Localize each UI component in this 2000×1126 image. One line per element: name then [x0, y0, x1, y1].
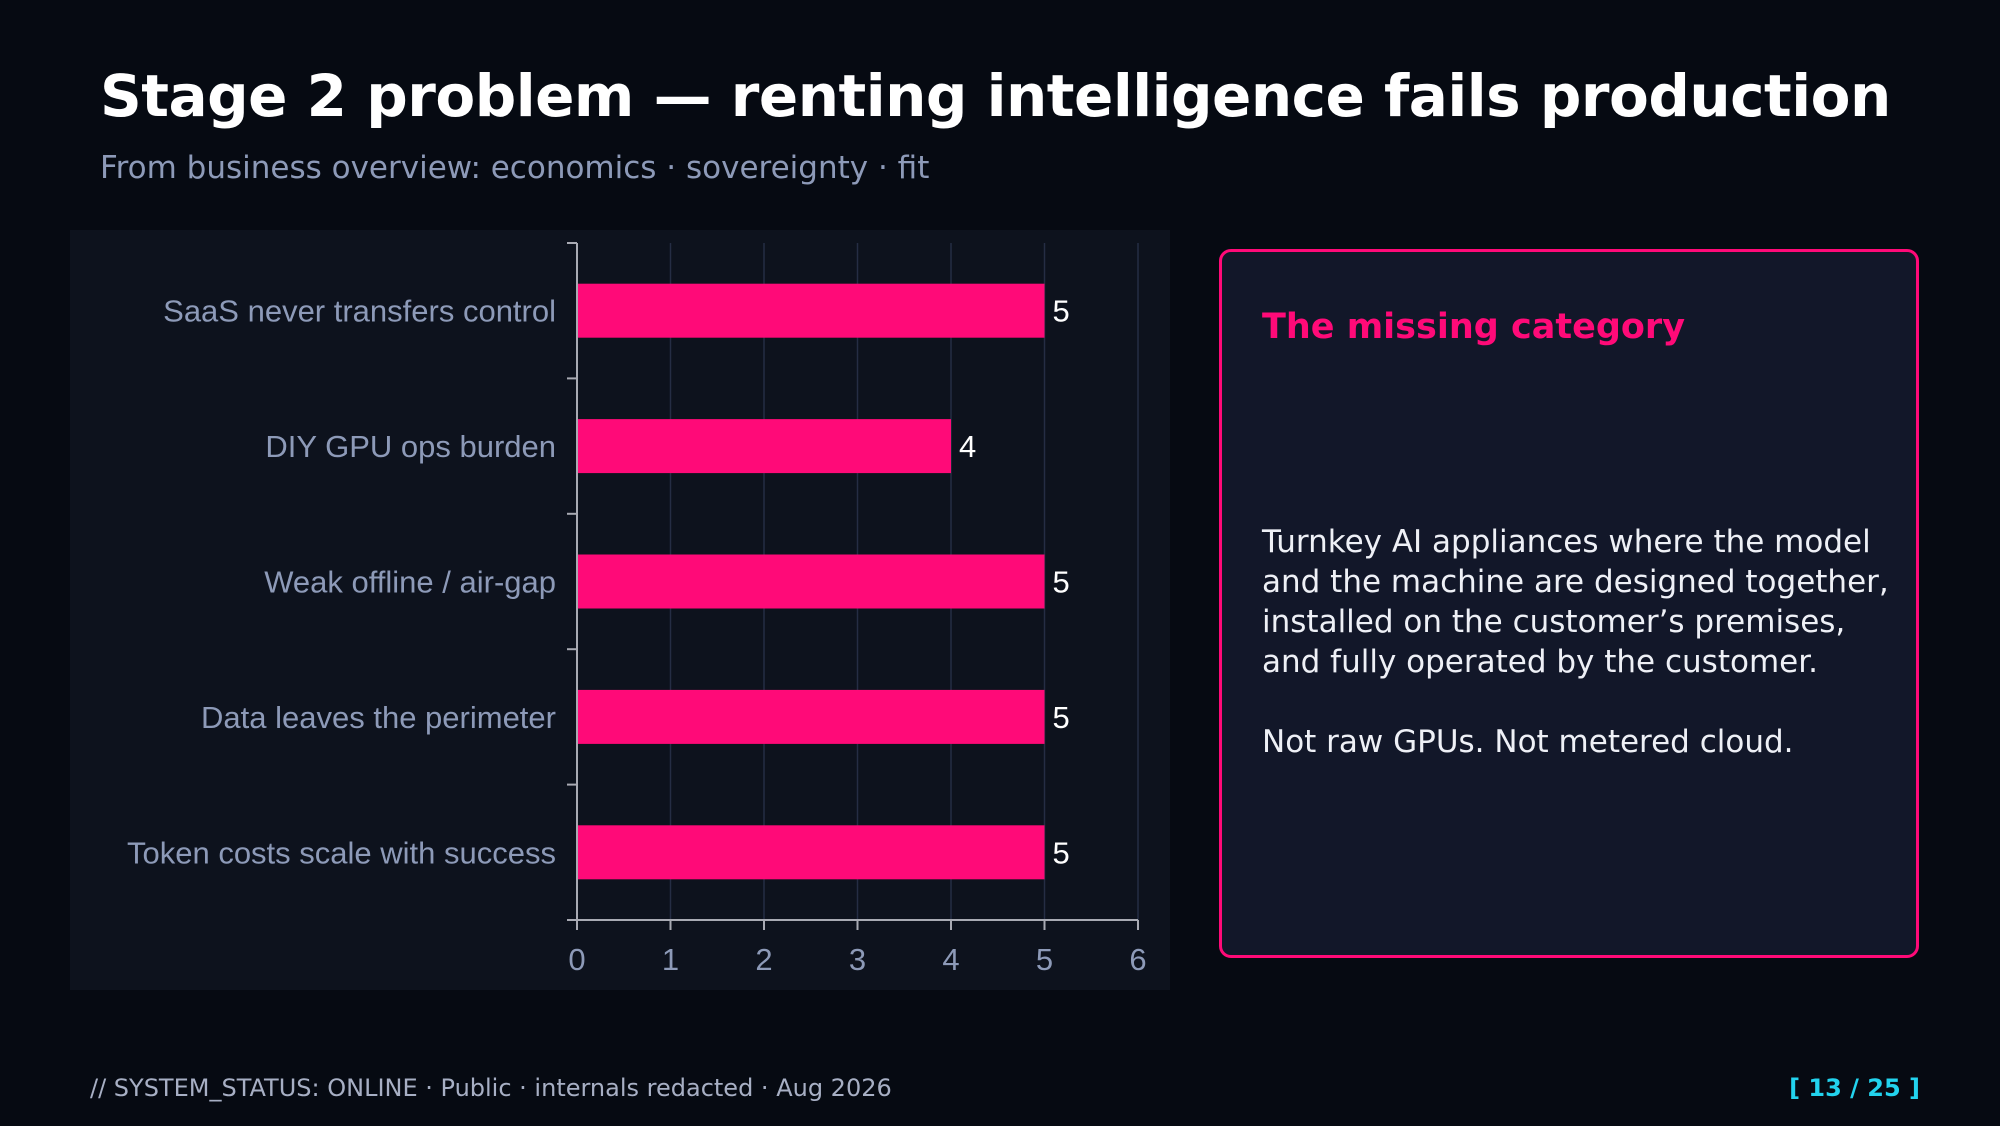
bar-chart: 5 SaaS never transfers control 4 DIY GPU op…: [127, 242, 1147, 977]
page-indicator: [ 13 / 25 ]: [1789, 1074, 1920, 1102]
chart-bars: [577, 283, 1045, 880]
x-tick-label-6: 6: [1129, 942, 1146, 977]
x-tick-label-0: 0: [568, 942, 585, 977]
category-label-1: DIY GPU ops burden: [265, 429, 556, 464]
bar-value-label-3: 5: [1053, 700, 1070, 735]
bar-value-label-1: 4: [959, 429, 976, 464]
bar-4: [577, 825, 1045, 880]
bar-1: [577, 419, 951, 474]
callout-body: Turnkey AI appliances where the model an…: [1262, 522, 1892, 762]
x-tick-label-2: 2: [755, 942, 772, 977]
callout-paragraph-1: Turnkey AI appliances where the model an…: [1262, 524, 1889, 680]
x-tick-label-3: 3: [849, 942, 866, 977]
category-label-0: SaaS never transfers control: [163, 294, 556, 329]
slide-title: Stage 2 problem — renting intelligence f…: [100, 62, 1891, 130]
category-label-3: Data leaves the perimeter: [201, 700, 556, 735]
bar-3: [577, 689, 1045, 744]
callout-heading: The missing category: [1262, 307, 1686, 347]
x-tick-label-4: 4: [942, 942, 959, 977]
slide-subtitle: From business overview: economics · sove…: [100, 150, 930, 186]
callout-paragraph-2: Not raw GPUs. Not metered cloud.: [1262, 724, 1794, 760]
bar-value-label-0: 5: [1053, 294, 1070, 329]
footer-status: // SYSTEM_STATUS: ONLINE · Public · inte…: [90, 1074, 892, 1102]
chart-labels: 5 SaaS never transfers control 4 DIY GPU op…: [127, 294, 1147, 977]
bar-2: [577, 554, 1045, 609]
bar-value-label-2: 5: [1053, 565, 1070, 600]
bar-0: [577, 283, 1045, 338]
missing-category-callout: The missing category Turnkey AI applianc…: [1219, 249, 1919, 958]
x-tick-label-1: 1: [662, 942, 679, 977]
category-label-4: Token costs scale with success: [127, 835, 556, 870]
bar-chart-panel: 5 SaaS never transfers control 4 DIY GPU op…: [70, 230, 1170, 990]
x-tick-label-5: 5: [1036, 942, 1053, 977]
bar-value-label-4: 5: [1053, 835, 1070, 870]
category-label-2: Weak offline / air-gap: [264, 565, 556, 600]
chart-axes: [567, 242, 1139, 930]
